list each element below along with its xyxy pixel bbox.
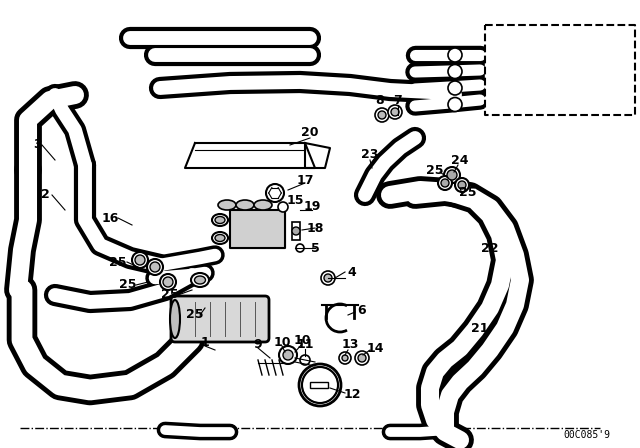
Text: 5: 5 — [310, 241, 319, 254]
Ellipse shape — [215, 216, 225, 224]
Polygon shape — [305, 143, 330, 168]
Ellipse shape — [170, 300, 180, 338]
Text: 15: 15 — [286, 194, 304, 207]
Circle shape — [444, 167, 460, 183]
Circle shape — [391, 108, 399, 116]
Text: 25: 25 — [186, 309, 204, 322]
Text: 00C085'9: 00C085'9 — [563, 430, 610, 440]
Ellipse shape — [236, 200, 254, 210]
Circle shape — [339, 352, 351, 364]
Circle shape — [150, 262, 160, 272]
Text: 20: 20 — [301, 126, 319, 139]
Text: 13: 13 — [341, 339, 358, 352]
Circle shape — [448, 65, 462, 78]
Bar — [310, 382, 328, 388]
Text: 14: 14 — [366, 341, 384, 354]
Circle shape — [283, 350, 293, 360]
Text: 22: 22 — [481, 241, 499, 254]
Circle shape — [300, 355, 310, 365]
Circle shape — [278, 202, 288, 212]
Text: 16: 16 — [101, 211, 118, 224]
Polygon shape — [185, 143, 315, 168]
Circle shape — [279, 346, 297, 364]
Text: 12: 12 — [343, 388, 361, 401]
Text: 10: 10 — [273, 336, 291, 349]
Circle shape — [342, 355, 348, 361]
Bar — [292, 222, 300, 240]
Ellipse shape — [254, 200, 272, 210]
Text: 2: 2 — [40, 189, 49, 202]
Text: 19: 19 — [303, 201, 321, 214]
Text: 11: 11 — [296, 339, 314, 352]
Circle shape — [448, 81, 462, 95]
Circle shape — [388, 105, 402, 119]
Text: 17: 17 — [296, 173, 314, 186]
Circle shape — [447, 170, 457, 180]
Circle shape — [147, 259, 163, 275]
Circle shape — [160, 274, 176, 290]
Text: 25: 25 — [119, 279, 137, 292]
Circle shape — [441, 179, 449, 187]
Circle shape — [448, 48, 462, 62]
Circle shape — [455, 178, 469, 192]
Circle shape — [375, 108, 389, 122]
Circle shape — [438, 176, 452, 190]
Text: 4: 4 — [348, 266, 356, 279]
Circle shape — [358, 354, 366, 362]
Circle shape — [302, 367, 338, 403]
Circle shape — [135, 255, 145, 265]
Ellipse shape — [195, 276, 205, 284]
Polygon shape — [485, 25, 635, 115]
Circle shape — [448, 98, 462, 112]
Circle shape — [355, 351, 369, 365]
Text: 18: 18 — [307, 221, 324, 234]
Text: 9: 9 — [253, 339, 262, 352]
Text: 1: 1 — [200, 336, 209, 349]
Text: 10: 10 — [293, 333, 311, 346]
Ellipse shape — [212, 214, 228, 226]
Circle shape — [324, 274, 332, 282]
Text: 7: 7 — [394, 94, 403, 107]
Text: 25: 25 — [460, 185, 477, 198]
Ellipse shape — [215, 234, 225, 241]
Text: 3: 3 — [34, 138, 42, 151]
Ellipse shape — [191, 273, 209, 287]
Circle shape — [458, 181, 466, 189]
Ellipse shape — [218, 200, 236, 210]
Circle shape — [292, 227, 300, 235]
Text: 25: 25 — [426, 164, 444, 177]
Text: 8: 8 — [376, 94, 384, 107]
Circle shape — [132, 252, 148, 268]
Text: 6: 6 — [358, 303, 366, 316]
Text: 21: 21 — [471, 322, 489, 335]
Circle shape — [378, 111, 386, 119]
Text: 25: 25 — [109, 255, 127, 268]
Circle shape — [266, 184, 284, 202]
Text: 23: 23 — [362, 148, 379, 161]
Polygon shape — [230, 210, 285, 248]
FancyBboxPatch shape — [171, 296, 269, 342]
Ellipse shape — [212, 232, 228, 244]
Circle shape — [296, 244, 304, 252]
Circle shape — [321, 271, 335, 285]
Circle shape — [163, 277, 173, 287]
Text: 25: 25 — [161, 289, 179, 302]
Text: 24: 24 — [451, 154, 468, 167]
